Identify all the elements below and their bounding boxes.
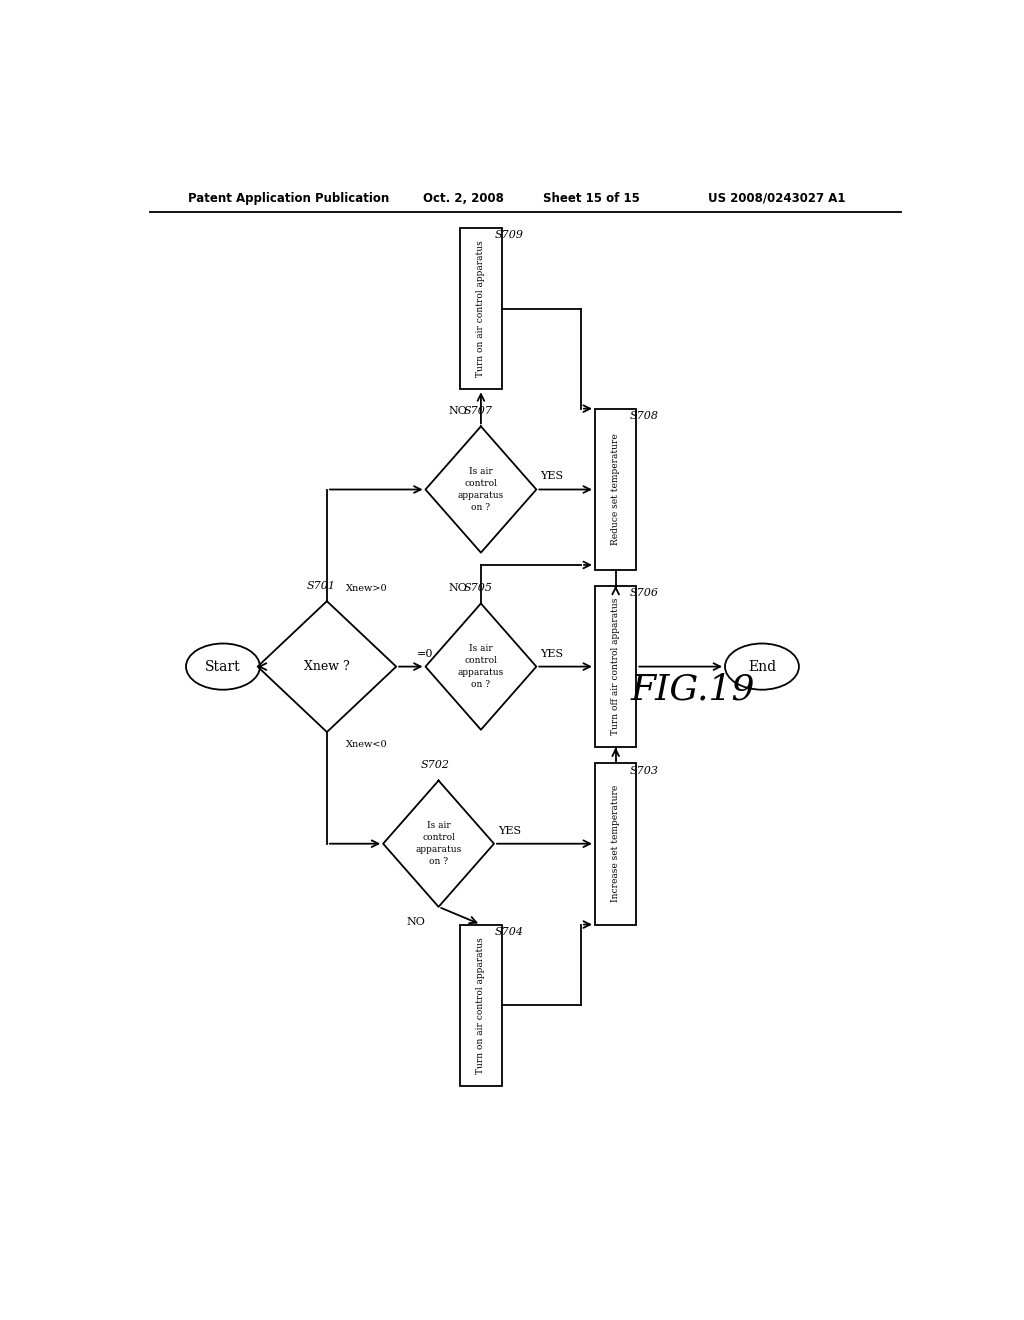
Bar bbox=[595, 409, 637, 570]
Bar bbox=[595, 763, 637, 924]
Text: Xnew>0: Xnew>0 bbox=[346, 585, 388, 593]
Text: Is air
control
apparatus
on ?: Is air control apparatus on ? bbox=[416, 821, 462, 866]
Text: Is air
control
apparatus
on ?: Is air control apparatus on ? bbox=[458, 467, 504, 512]
Bar bbox=[460, 227, 502, 389]
Text: S708: S708 bbox=[630, 412, 658, 421]
Text: =0: =0 bbox=[417, 648, 434, 659]
Text: Xnew<0: Xnew<0 bbox=[346, 741, 388, 748]
Text: Is air
control
apparatus
on ?: Is air control apparatus on ? bbox=[458, 644, 504, 689]
Text: YES: YES bbox=[541, 471, 563, 482]
Text: NO: NO bbox=[449, 407, 467, 416]
Text: Turn off air control apparatus: Turn off air control apparatus bbox=[611, 598, 621, 735]
Text: Reduce set temperature: Reduce set temperature bbox=[611, 434, 621, 545]
Text: S701: S701 bbox=[306, 581, 335, 591]
Text: Start: Start bbox=[205, 660, 241, 673]
Text: Sheet 15 of 15: Sheet 15 of 15 bbox=[543, 191, 639, 205]
Text: YES: YES bbox=[541, 648, 563, 659]
Text: S709: S709 bbox=[495, 231, 524, 240]
Text: NO: NO bbox=[407, 917, 425, 927]
Text: FIG.19: FIG.19 bbox=[631, 673, 755, 706]
Text: S703: S703 bbox=[630, 766, 658, 776]
Text: US 2008/0243027 A1: US 2008/0243027 A1 bbox=[708, 191, 846, 205]
Text: NO: NO bbox=[449, 583, 467, 593]
Bar bbox=[595, 586, 637, 747]
Text: Oct. 2, 2008: Oct. 2, 2008 bbox=[423, 191, 504, 205]
Text: Turn on air control apparatus: Turn on air control apparatus bbox=[476, 240, 485, 378]
Text: S702: S702 bbox=[421, 760, 450, 770]
Text: Patent Application Publication: Patent Application Publication bbox=[188, 191, 389, 205]
Text: S707: S707 bbox=[463, 407, 493, 416]
Text: S706: S706 bbox=[630, 589, 658, 598]
Text: Increase set temperature: Increase set temperature bbox=[611, 785, 621, 903]
Text: Turn on air control apparatus: Turn on air control apparatus bbox=[476, 937, 485, 1073]
Text: End: End bbox=[748, 660, 776, 673]
Text: Xnew ?: Xnew ? bbox=[304, 660, 350, 673]
Bar bbox=[460, 924, 502, 1086]
Text: S705: S705 bbox=[463, 583, 493, 593]
Text: YES: YES bbox=[498, 825, 521, 836]
Text: S704: S704 bbox=[495, 927, 524, 937]
